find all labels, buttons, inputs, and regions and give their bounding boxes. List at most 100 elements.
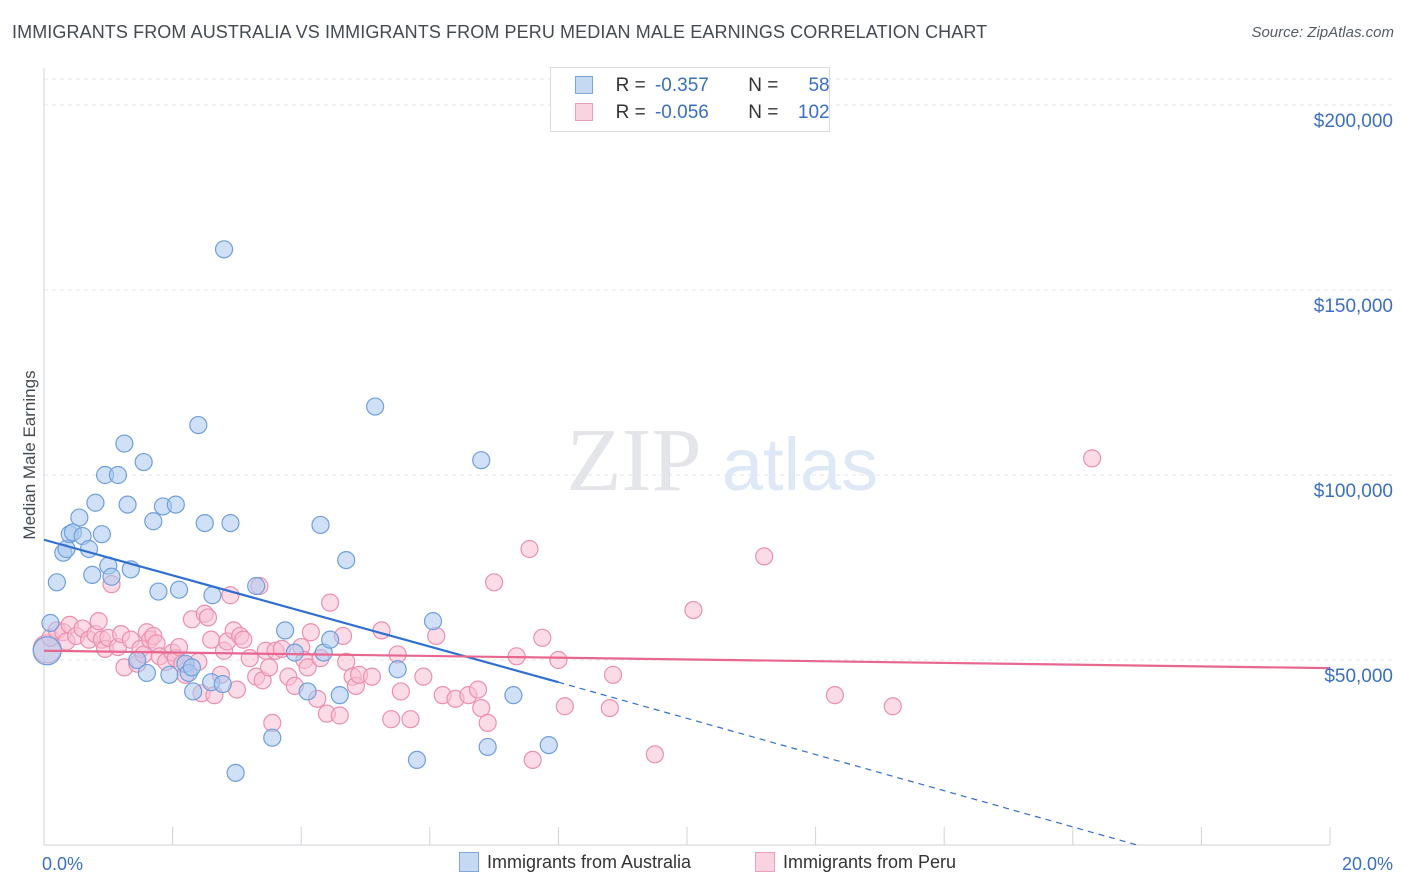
peru-point	[825, 686, 844, 705]
peru-point	[240, 649, 259, 668]
australia-point	[57, 539, 76, 559]
australia-point	[149, 582, 168, 601]
peru-point	[234, 630, 253, 649]
peru-point	[549, 650, 568, 670]
tick-labels: $50,000 $100,000 $150,000 $200,000 0.0% 20.0%	[42, 111, 1393, 874]
australia-point	[388, 660, 407, 679]
australia-point	[321, 630, 340, 649]
trend-line-australia	[43, 538, 559, 684]
peru-point	[684, 600, 703, 620]
peru-point	[372, 621, 391, 640]
peru-point	[391, 682, 410, 701]
peru-point	[478, 713, 497, 733]
australia-point	[298, 682, 317, 701]
australia-point	[472, 451, 491, 470]
peru-point	[468, 680, 488, 699]
australia-point	[184, 682, 203, 701]
legend-r-label: R =	[615, 102, 646, 123]
peru-point	[600, 698, 619, 718]
chart-title: IMMIGRANTS FROM AUSTRALIA VS IMMIGRANTS …	[12, 22, 988, 42]
australia-point	[478, 737, 497, 757]
trend-line-australia-extension	[558, 681, 1138, 846]
australia-point	[311, 515, 330, 535]
peru-point	[382, 710, 401, 729]
peru-point	[301, 623, 320, 642]
watermark: ZIP atlas	[567, 411, 879, 510]
legend-row-peru: R = -0.056 N = 102	[575, 102, 830, 126]
bottom-legend-swatch-australia	[459, 852, 479, 872]
australia-point	[366, 397, 385, 416]
australia-point	[504, 686, 523, 705]
australia-point	[182, 658, 201, 677]
y-tick-label-0: $50,000	[1324, 666, 1393, 687]
bottom-legend-australia: Immigrants from Australia	[459, 852, 691, 876]
peru-point	[520, 539, 539, 559]
trend-line-peru	[43, 649, 1331, 670]
australia-point	[247, 576, 266, 596]
australia-point	[115, 434, 134, 453]
australia-point	[160, 665, 179, 684]
australia-point	[337, 550, 356, 570]
peru-point	[89, 612, 108, 631]
australia-point	[189, 415, 208, 435]
peru-point	[321, 593, 340, 612]
series-australia	[32, 240, 558, 782]
australia-point	[86, 493, 105, 512]
correlation-legend: R = -0.357 N = 58 R = -0.056 N = 102	[550, 67, 830, 132]
australia-point	[102, 567, 121, 586]
peru-point	[883, 697, 902, 716]
australia-point	[169, 580, 189, 599]
legend-swatch-australia	[575, 76, 593, 94]
bottom-legend-label-peru: Immigrants from Peru	[783, 852, 957, 872]
australia-point	[70, 508, 89, 527]
australia-point	[214, 240, 234, 259]
peru-point	[485, 573, 504, 592]
australia-point	[83, 565, 102, 585]
legend-r-value-australia: -0.357	[654, 75, 709, 96]
peru-point	[401, 710, 420, 729]
australia-point	[47, 573, 66, 592]
y-tick-label-2: $150,000	[1314, 296, 1393, 317]
legend-n-value-australia: 58	[808, 75, 830, 96]
peru-point	[603, 665, 623, 684]
australia-point	[330, 686, 349, 705]
peru-point	[533, 628, 552, 647]
australia-point	[118, 495, 137, 514]
australia-point	[41, 613, 60, 633]
legend-row-australia: R = -0.357 N = 58	[575, 75, 830, 99]
peru-point	[427, 626, 446, 646]
peru-point	[414, 667, 433, 686]
australia-point	[213, 674, 232, 694]
australia-point	[137, 663, 156, 683]
watermark-zip: ZIP	[567, 411, 702, 510]
australia-point	[134, 452, 153, 472]
australia-point	[221, 513, 240, 533]
australia-point	[285, 643, 304, 662]
peru-point	[645, 745, 664, 764]
legend-n-label: N =	[748, 75, 779, 96]
australia-point	[276, 621, 295, 640]
legend-swatch-peru	[575, 103, 593, 121]
y-tick-label-3: $200,000	[1314, 111, 1393, 132]
legend-n-value-peru: 102	[797, 102, 830, 123]
australia-point	[226, 763, 245, 782]
australia-point	[203, 586, 222, 605]
australia-point	[108, 465, 128, 485]
legend-r-value-peru: -0.056	[654, 102, 709, 123]
bottom-legend-peru: Immigrants from Peru	[755, 852, 956, 876]
legend-n-label: N =	[748, 102, 779, 123]
peru-point	[755, 547, 774, 566]
peru-point	[259, 658, 279, 677]
peru-point	[362, 667, 382, 686]
gridlines	[44, 78, 1394, 661]
bottom-legend-label-australia: Immigrants from Australia	[487, 852, 692, 872]
australia-point	[407, 750, 427, 770]
x-tick-label-start: 0.0%	[42, 854, 83, 874]
axes	[43, 68, 1331, 846]
x-tick-label-end: 20.0%	[1342, 854, 1393, 874]
australia-point	[144, 512, 163, 531]
peru-point	[330, 706, 349, 725]
australia-point	[166, 495, 185, 514]
y-tick-label-1: $100,000	[1314, 481, 1393, 502]
